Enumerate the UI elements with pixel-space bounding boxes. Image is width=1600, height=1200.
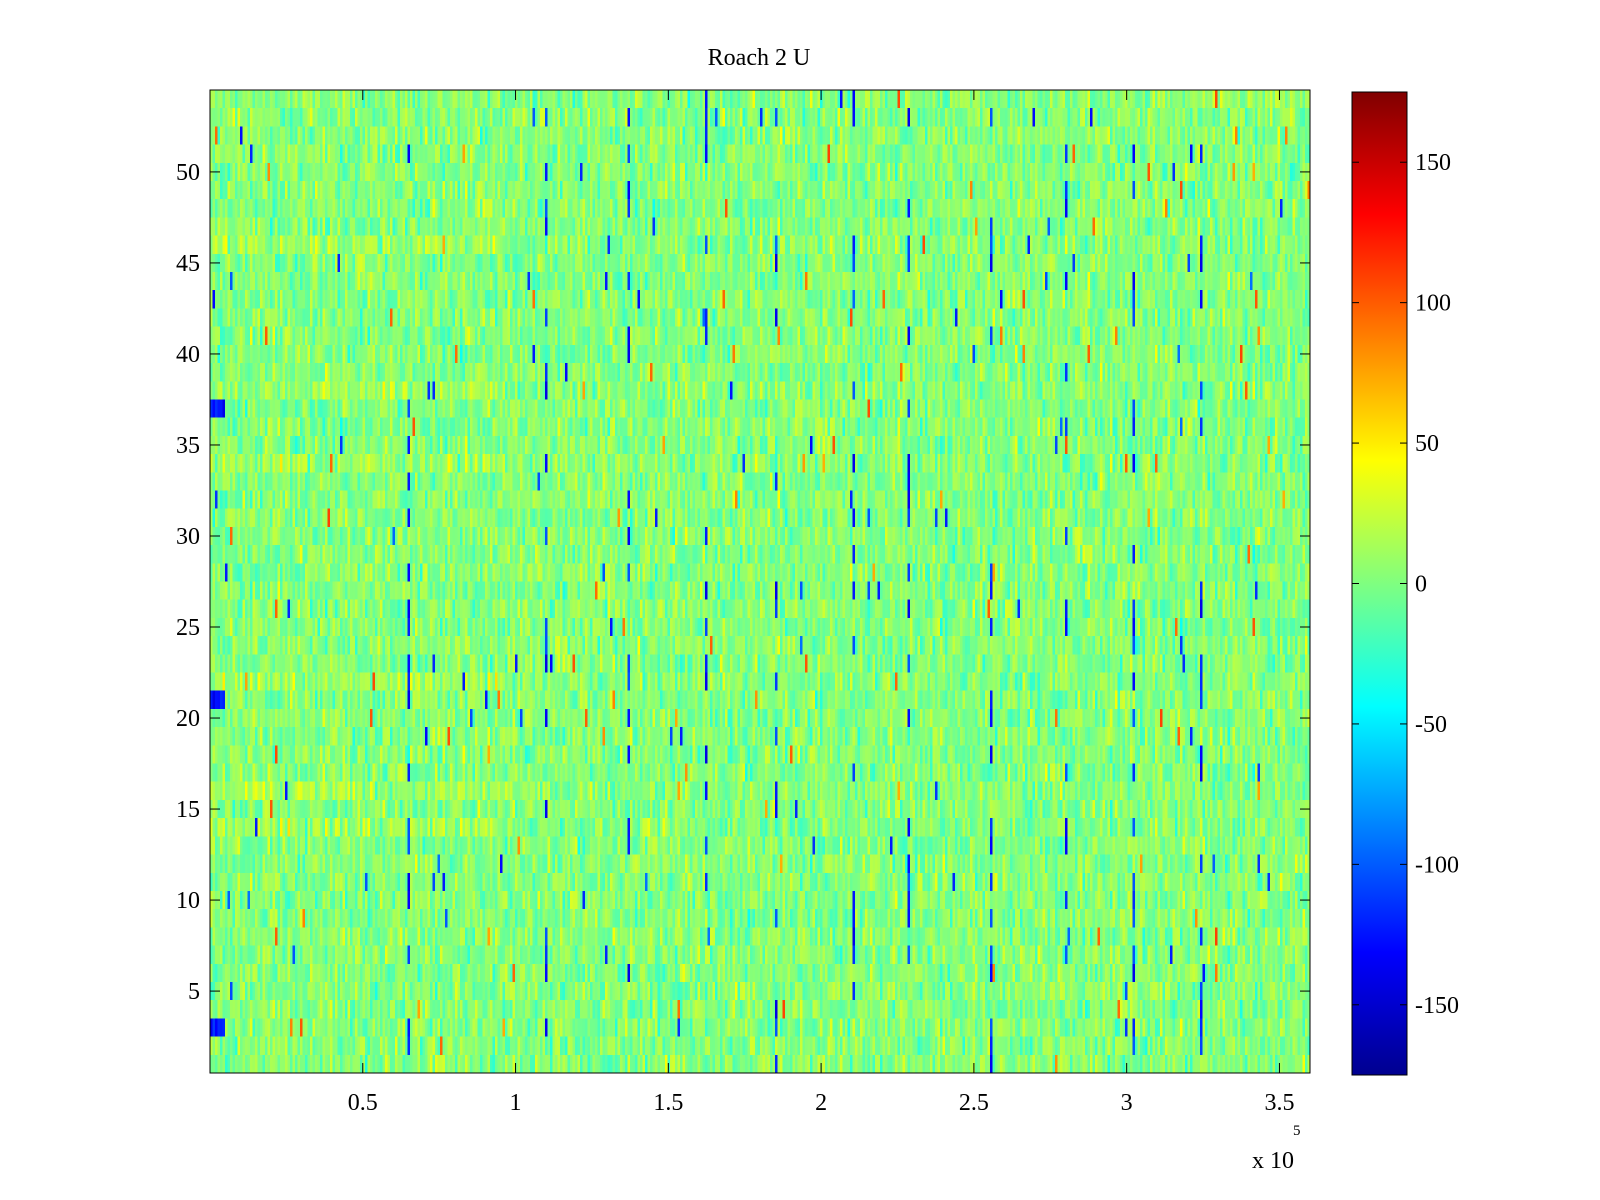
y-tick-label: 30 [176, 524, 200, 550]
y-tick-label: 20 [176, 706, 200, 732]
chart-title: Roach 2 U [708, 45, 811, 71]
x-multiplier-exponent: 5 [1293, 1123, 1301, 1139]
colorbar-tick-label: 50 [1415, 431, 1439, 457]
colorbar-tick-label: -150 [1415, 993, 1459, 1019]
colorbar-axis: 150 100 50 0 -50 -100 -150 [1352, 150, 1459, 1019]
x-tick-label: 2 [815, 1090, 827, 1116]
colorbar [1351, 91, 1408, 1076]
colorbar-tick-label: 0 [1415, 572, 1427, 598]
x-multiplier-label: x 10 [1252, 1148, 1294, 1174]
colorbar-tick-label: 150 [1415, 150, 1451, 176]
y-tick-label: 45 [176, 251, 200, 277]
y-tick-label: 25 [176, 615, 200, 641]
y-axis: 5 10 15 20 25 30 35 40 45 50 [176, 160, 1310, 1005]
y-tick-label: 40 [176, 342, 200, 368]
x-tick-label: 1.5 [653, 1090, 683, 1116]
x-axis: 0.5 1 1.5 2 2.5 3 3.5 [348, 90, 1294, 1116]
y-tick-label: 50 [176, 160, 200, 186]
x-tick-label: 3.5 [1264, 1090, 1294, 1116]
colorbar-tick-label: -100 [1415, 852, 1459, 878]
plot-frame [209, 89, 1311, 1074]
x-tick-label: 3 [1121, 1090, 1133, 1116]
y-tick-label: 10 [176, 888, 200, 914]
y-tick-label: 35 [176, 433, 200, 459]
colorbar-tick-label: 100 [1415, 291, 1451, 317]
x-tick-label: 1 [510, 1090, 522, 1116]
y-tick-label: 15 [176, 797, 200, 823]
y-tick-label: 5 [188, 979, 200, 1005]
x-tick-label: 0.5 [348, 1090, 378, 1116]
colorbar-tick-label: -50 [1415, 712, 1447, 738]
heatmap-cells [210, 90, 1310, 1073]
heatmap-plot [210, 90, 1310, 1073]
x-tick-label: 2.5 [959, 1090, 989, 1116]
